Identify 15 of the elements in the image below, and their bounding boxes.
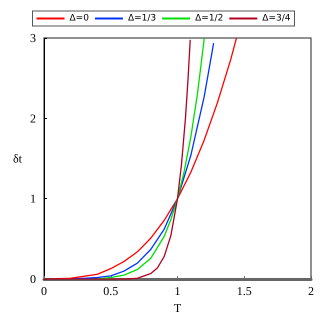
legend-label: Δ=1/3 <box>128 14 156 24</box>
y-tick-label: 1 <box>30 192 36 206</box>
x-axis-title: T <box>174 301 182 315</box>
x-tick-label: 0.5 <box>103 284 118 298</box>
x-tick-label: 2 <box>308 284 314 298</box>
x-tick-label: 0 <box>41 284 47 298</box>
y-tick-label: 0 <box>30 272 36 286</box>
legend-label: Δ=1/2 <box>195 14 224 24</box>
y-tick-label: 2 <box>30 111 36 126</box>
legend-label: Δ=3/4 <box>262 14 291 24</box>
y-axis-title: δt <box>13 152 23 166</box>
x-tick-label: 1 <box>174 284 180 298</box>
y-tick-label: 3 <box>30 31 36 45</box>
legend-label: Δ=0 <box>70 14 90 24</box>
x-tick-label: 1.5 <box>236 284 252 298</box>
